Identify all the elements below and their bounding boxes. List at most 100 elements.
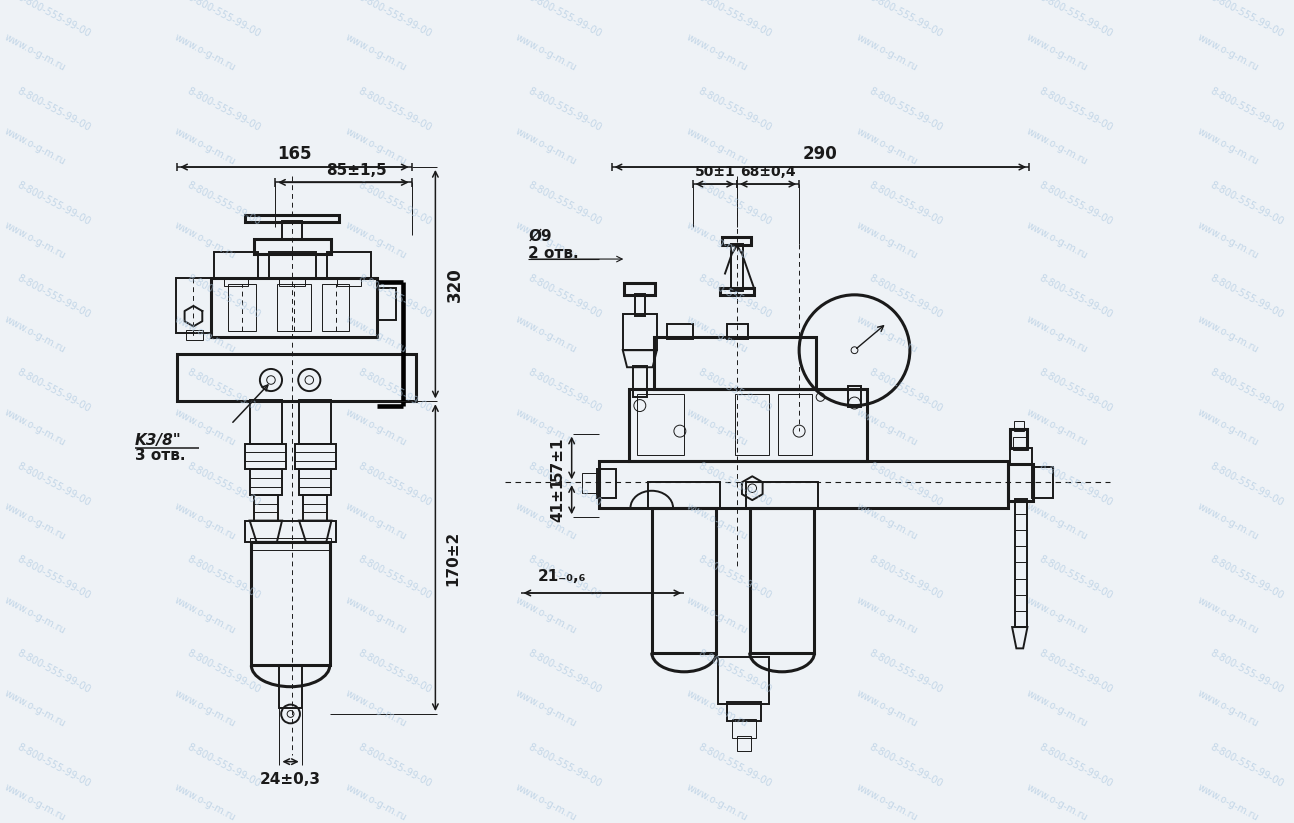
Bar — [246, 521, 335, 542]
Bar — [727, 323, 748, 339]
Bar — [211, 278, 378, 337]
Text: 8-800-555-99-00: 8-800-555-99-00 — [356, 273, 433, 320]
Text: www.o-g-m.ru: www.o-g-m.ru — [343, 689, 408, 729]
Text: www.o-g-m.ru: www.o-g-m.ru — [1025, 126, 1090, 167]
Bar — [731, 244, 743, 291]
Text: Ø9: Ø9 — [528, 229, 551, 244]
Bar — [747, 482, 818, 508]
Text: 8-800-555-99-00: 8-800-555-99-00 — [697, 273, 774, 320]
Text: www.o-g-m.ru: www.o-g-m.ru — [1025, 782, 1090, 823]
Text: www.o-g-m.ru: www.o-g-m.ru — [1025, 314, 1090, 355]
Text: 8-800-555-99-00: 8-800-555-99-00 — [1209, 555, 1285, 602]
Text: 8-800-555-99-00: 8-800-555-99-00 — [1209, 648, 1285, 695]
Text: 8-800-555-99-00: 8-800-555-99-00 — [697, 648, 774, 695]
Text: www.o-g-m.ru: www.o-g-m.ru — [1025, 33, 1090, 73]
Bar — [635, 294, 644, 316]
Text: 8-800-555-99-00: 8-800-555-99-00 — [356, 648, 433, 695]
Text: www.o-g-m.ru: www.o-g-m.ru — [3, 220, 67, 261]
Text: 8-800-555-99-00: 8-800-555-99-00 — [186, 179, 263, 226]
Text: www.o-g-m.ru: www.o-g-m.ru — [343, 126, 408, 167]
Text: www.o-g-m.ru: www.o-g-m.ru — [685, 220, 749, 261]
Text: 8-800-555-99-00: 8-800-555-99-00 — [186, 367, 263, 414]
Text: 8-800-555-99-00: 8-800-555-99-00 — [1038, 179, 1114, 226]
Bar — [749, 508, 814, 653]
Bar — [322, 284, 349, 331]
Text: www.o-g-m.ru: www.o-g-m.ru — [1196, 407, 1260, 449]
Bar — [282, 221, 303, 239]
Bar — [735, 393, 770, 455]
Text: www.o-g-m.ru: www.o-g-m.ru — [514, 689, 578, 729]
Text: 8-800-555-99-00: 8-800-555-99-00 — [867, 461, 945, 508]
Bar — [599, 461, 1008, 508]
Text: www.o-g-m.ru: www.o-g-m.ru — [854, 33, 919, 73]
Bar — [186, 330, 203, 340]
Bar — [718, 657, 770, 704]
Text: www.o-g-m.ru: www.o-g-m.ru — [854, 314, 919, 355]
Text: www.o-g-m.ru: www.o-g-m.ru — [1196, 126, 1260, 167]
Bar — [582, 473, 599, 493]
Text: 8-800-555-99-00: 8-800-555-99-00 — [186, 0, 263, 40]
Text: 8-800-555-99-00: 8-800-555-99-00 — [527, 273, 603, 320]
Text: 8-800-555-99-00: 8-800-555-99-00 — [527, 179, 603, 226]
Text: 8-800-555-99-00: 8-800-555-99-00 — [527, 461, 603, 508]
Bar — [722, 237, 752, 245]
Bar — [246, 215, 339, 222]
Text: www.o-g-m.ru: www.o-g-m.ru — [173, 782, 238, 823]
Text: 8-800-555-99-00: 8-800-555-99-00 — [16, 742, 92, 789]
Text: 8-800-555-99-00: 8-800-555-99-00 — [186, 742, 263, 789]
Text: 8-800-555-99-00: 8-800-555-99-00 — [1038, 648, 1114, 695]
Text: www.o-g-m.ru: www.o-g-m.ru — [685, 407, 749, 449]
Text: www.o-g-m.ru: www.o-g-m.ru — [343, 314, 408, 355]
Text: 2 отв.: 2 отв. — [528, 246, 578, 261]
Text: 320: 320 — [445, 267, 463, 302]
Bar — [254, 495, 278, 521]
Bar — [848, 386, 862, 407]
Text: www.o-g-m.ru: www.o-g-m.ru — [3, 689, 67, 729]
Bar — [269, 252, 316, 280]
Text: www.o-g-m.ru: www.o-g-m.ru — [854, 126, 919, 167]
Bar — [177, 355, 415, 402]
Text: 8-800-555-99-00: 8-800-555-99-00 — [867, 367, 945, 414]
Text: www.o-g-m.ru: www.o-g-m.ru — [854, 501, 919, 542]
Text: www.o-g-m.ru: www.o-g-m.ru — [514, 595, 578, 635]
Text: 41±1: 41±1 — [550, 478, 565, 523]
Text: 8-800-555-99-00: 8-800-555-99-00 — [1209, 0, 1285, 40]
Text: www.o-g-m.ru: www.o-g-m.ru — [854, 220, 919, 261]
Text: www.o-g-m.ru: www.o-g-m.ru — [514, 220, 578, 261]
Text: 3 отв.: 3 отв. — [135, 449, 185, 463]
Text: 8-800-555-99-00: 8-800-555-99-00 — [186, 648, 263, 695]
Bar — [378, 288, 396, 320]
Text: 8-800-555-99-00: 8-800-555-99-00 — [186, 555, 263, 602]
Text: www.o-g-m.ru: www.o-g-m.ru — [1196, 220, 1260, 261]
Text: 8-800-555-99-00: 8-800-555-99-00 — [16, 367, 92, 414]
Text: 8-800-555-99-00: 8-800-555-99-00 — [186, 461, 263, 508]
Bar — [246, 444, 286, 469]
Text: www.o-g-m.ru: www.o-g-m.ru — [685, 595, 749, 635]
Text: 165: 165 — [277, 145, 312, 163]
Bar — [738, 736, 751, 751]
Text: 8-800-555-99-00: 8-800-555-99-00 — [1209, 461, 1285, 508]
Text: www.o-g-m.ru: www.o-g-m.ru — [685, 314, 749, 355]
Text: www.o-g-m.ru: www.o-g-m.ru — [685, 689, 749, 729]
Text: www.o-g-m.ru: www.o-g-m.ru — [3, 595, 67, 635]
Text: 8-800-555-99-00: 8-800-555-99-00 — [16, 86, 92, 133]
Text: 8-800-555-99-00: 8-800-555-99-00 — [356, 555, 433, 602]
Text: 57±1: 57±1 — [550, 436, 565, 481]
Text: 8-800-555-99-00: 8-800-555-99-00 — [867, 0, 945, 40]
Bar — [1013, 437, 1029, 450]
Text: 24±0,3: 24±0,3 — [260, 772, 321, 787]
Text: www.o-g-m.ru: www.o-g-m.ru — [173, 501, 238, 542]
Text: www.o-g-m.ru: www.o-g-m.ru — [343, 782, 408, 823]
Text: www.o-g-m.ru: www.o-g-m.ru — [173, 407, 238, 449]
Text: www.o-g-m.ru: www.o-g-m.ru — [514, 782, 578, 823]
Text: 8-800-555-99-00: 8-800-555-99-00 — [1038, 555, 1114, 602]
Text: 8-800-555-99-00: 8-800-555-99-00 — [1038, 0, 1114, 40]
Bar — [652, 508, 717, 653]
Text: www.o-g-m.ru: www.o-g-m.ru — [173, 220, 238, 261]
Text: www.o-g-m.ru: www.o-g-m.ru — [685, 126, 749, 167]
Text: www.o-g-m.ru: www.o-g-m.ru — [173, 689, 238, 729]
Bar — [299, 400, 331, 444]
Text: www.o-g-m.ru: www.o-g-m.ru — [514, 314, 578, 355]
Bar — [629, 388, 867, 461]
Text: 8-800-555-99-00: 8-800-555-99-00 — [1038, 86, 1114, 133]
